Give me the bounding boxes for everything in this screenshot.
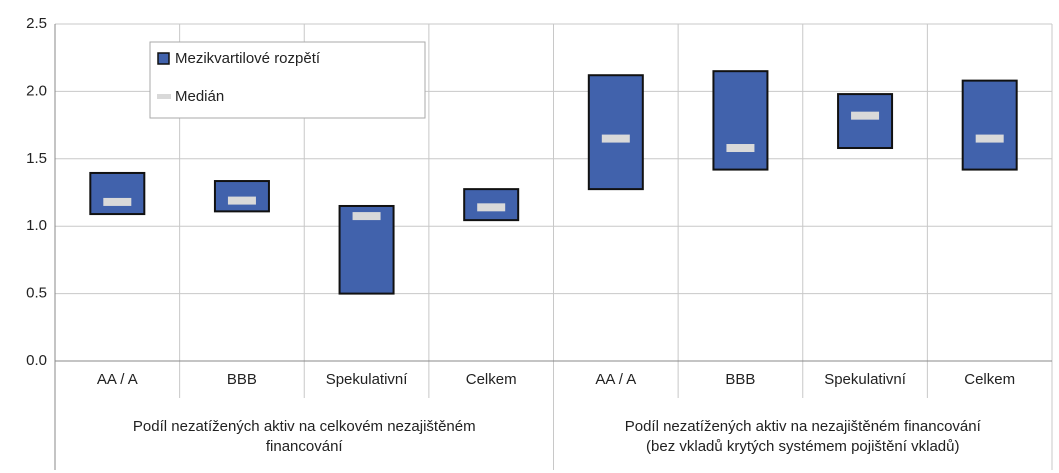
iqr-bar <box>712 70 769 171</box>
median <box>851 111 880 120</box>
median <box>352 212 381 221</box>
group-label: Podíl nezatížených aktiv na celkovém nez… <box>133 418 476 435</box>
x-tick-label: Spekulativní <box>824 371 907 388</box>
group-label: Podíl nezatížených aktiv na nezajištěném… <box>625 418 982 435</box>
y-tick-label: 1.0 <box>26 217 47 234</box>
median <box>975 134 1004 143</box>
iqr-bar <box>587 74 644 191</box>
x-tick-label: Celkem <box>466 371 517 388</box>
y-tick-label: 2.0 <box>26 82 47 99</box>
group-label: financování <box>266 438 344 455</box>
x-tick-label: BBB <box>725 371 755 388</box>
group-label: (bez vkladů krytých systémem pojištění v… <box>646 438 959 455</box>
iqr-bar <box>837 93 894 150</box>
iqr-bar <box>338 204 395 295</box>
legend-label: Mezikvartilové rozpětí <box>175 50 321 67</box>
y-tick-label: 1.5 <box>26 150 47 167</box>
iqr-bar <box>213 180 270 213</box>
iqr-bar <box>89 171 146 216</box>
iqr-bar <box>961 79 1018 171</box>
legend-marker <box>157 52 170 65</box>
median <box>477 203 506 212</box>
x-tick-label: Celkem <box>964 371 1015 388</box>
legend-label: Medián <box>175 88 224 105</box>
x-tick-label: BBB <box>227 371 257 388</box>
x-tick-label: AA / A <box>595 371 636 388</box>
legend-marker <box>157 94 171 99</box>
y-tick-label: 0.0 <box>26 352 47 369</box>
x-tick-label: AA / A <box>97 371 138 388</box>
legend-box <box>149 41 426 119</box>
y-tick-label: 0.5 <box>26 285 47 302</box>
median <box>726 144 755 153</box>
median <box>601 134 630 143</box>
x-tick-label: Spekulativní <box>326 371 409 388</box>
median <box>103 197 132 206</box>
y-tick-label: 2.5 <box>26 15 47 32</box>
median <box>227 196 256 205</box>
